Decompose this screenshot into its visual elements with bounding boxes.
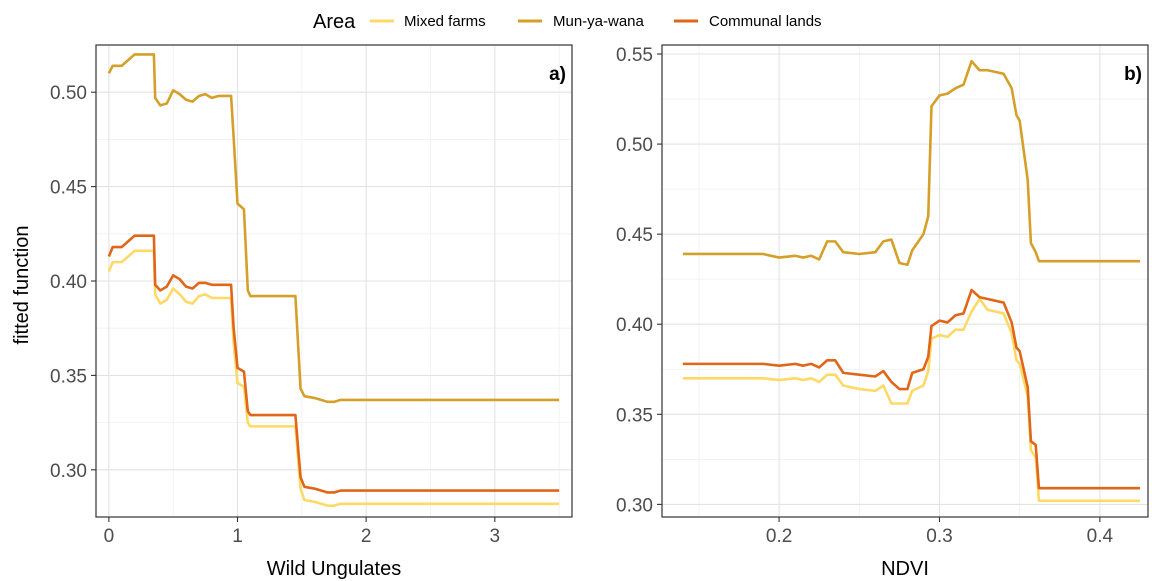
panel-a-x-tick-label: 2: [361, 526, 372, 547]
panel-b-series-line-mun-ya-wana: [682, 59, 1140, 267]
legend-label-mixed-farms: Mixed farms: [404, 13, 486, 30]
panel-b-grid: [662, 45, 1148, 517]
panel-a-series-line-mixed-farms: [107, 249, 560, 507]
panel-a-x-axis-label: Wild Ungulates: [267, 558, 402, 580]
panel-b-series-line-mixed-farms: [682, 297, 1140, 503]
panel-b-y-tick-label: 0.50: [616, 135, 653, 156]
legend: Area Mixed farms Mun-ya-wana Communal land…: [313, 11, 822, 33]
panel-b-x-tick-label: 0.3: [926, 526, 952, 547]
panel-a-y-tick-label: 0.40: [50, 272, 87, 293]
panel-b-y-tick-label: 0.30: [616, 495, 653, 516]
panel-a-series: [107, 53, 560, 507]
panel-a-x-tick-label: 0: [104, 526, 115, 547]
panel-b-x-tick-label: 0.2: [766, 526, 792, 547]
panel-b-series: [682, 59, 1140, 503]
panel-a-series-line-mun-ya-wana: [107, 53, 560, 404]
panel-a-y-tick-label: 0.35: [50, 366, 87, 387]
panel-b-y-tick-label: 0.35: [616, 405, 653, 426]
legend-items: Mixed farms Mun-ya-wana Communal lands: [370, 13, 822, 30]
panel-a-y-tick-label: 0.50: [50, 83, 87, 104]
panel-b-ticks: 0.2 0.3 0.4 0.30 0.35 0.40 0.45 0.50 0.55: [616, 45, 1114, 547]
panel-b-x-axis-label: NDVI: [881, 558, 929, 580]
panel-a-x-tick-label: 3: [490, 526, 501, 547]
legend-label-communal-lands: Communal lands: [709, 13, 822, 30]
panel-b: 0.2 0.3 0.4 0.30 0.35 0.40 0.45 0.50 0.55 b) NDV…: [616, 44, 1149, 580]
panel-b-y-tick-label: 0.45: [616, 225, 653, 246]
panel-a-tag: a): [549, 64, 566, 85]
panel-a-ticks: 0 1 2 3 0.30 0.35 0.40 0.45 0.50: [50, 83, 500, 547]
legend-label-mun-ya-wana: Mun-ya-wana: [553, 13, 645, 30]
legend-title: Area: [313, 11, 356, 33]
panel-b-plot-background: [662, 45, 1148, 517]
panel-b-border: [661, 44, 1149, 518]
panel-b-x-tick-label: 0.4: [1087, 526, 1114, 547]
panel-b-y-tick-label: 0.55: [616, 45, 653, 66]
panel-a: 0 1 2 3 0.30 0.35 0.40 0.45 0.50 a) Wild Ungulat…: [50, 44, 573, 580]
panel-b-y-tick-label: 0.40: [616, 315, 653, 336]
panel-a-grid: [96, 44, 572, 518]
panel-a-y-tick-label: 0.30: [50, 461, 87, 482]
y-axis-label: fitted function: [11, 226, 33, 345]
panel-a-x-tick-label: 1: [232, 526, 243, 547]
panel-b-tag: b): [1124, 64, 1142, 85]
panel-b-series-line-communal-lands: [682, 288, 1140, 490]
panel-a-series-line-communal-lands: [107, 234, 560, 494]
panel-a-y-tick-label: 0.45: [50, 178, 87, 199]
